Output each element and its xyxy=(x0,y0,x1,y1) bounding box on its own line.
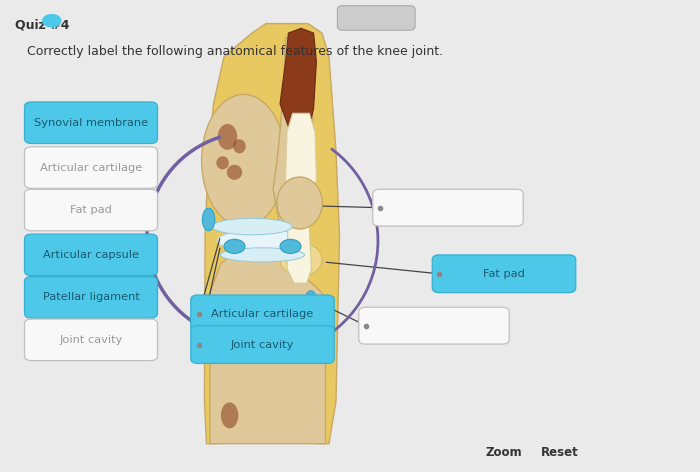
Ellipse shape xyxy=(221,402,238,429)
Text: Saved: Saved xyxy=(359,13,394,23)
Ellipse shape xyxy=(218,124,237,150)
Ellipse shape xyxy=(202,94,286,227)
FancyBboxPatch shape xyxy=(25,102,158,143)
FancyBboxPatch shape xyxy=(25,147,158,188)
Text: Correctly label the following anatomical features of the knee joint.: Correctly label the following anatomical… xyxy=(27,45,442,58)
Text: Patellar ligament: Patellar ligament xyxy=(43,292,139,303)
FancyBboxPatch shape xyxy=(358,307,509,344)
Ellipse shape xyxy=(216,156,229,169)
Text: Quiz #4: Quiz #4 xyxy=(15,19,70,32)
Ellipse shape xyxy=(280,239,301,253)
Ellipse shape xyxy=(224,239,245,253)
Text: Articular cartilage: Articular cartilage xyxy=(40,162,142,173)
Ellipse shape xyxy=(220,248,304,262)
Ellipse shape xyxy=(227,165,242,180)
FancyBboxPatch shape xyxy=(190,295,334,333)
Circle shape xyxy=(43,15,61,27)
Polygon shape xyxy=(273,38,315,227)
Text: Zoom: Zoom xyxy=(486,446,522,459)
FancyBboxPatch shape xyxy=(337,6,415,30)
Text: Joint cavity: Joint cavity xyxy=(60,335,122,345)
Ellipse shape xyxy=(217,230,308,251)
Polygon shape xyxy=(286,113,316,199)
Text: Articular cartilage: Articular cartilage xyxy=(211,309,314,319)
Ellipse shape xyxy=(233,139,246,153)
FancyBboxPatch shape xyxy=(25,277,158,318)
FancyBboxPatch shape xyxy=(25,189,158,231)
Ellipse shape xyxy=(211,218,293,235)
Text: Fat pad: Fat pad xyxy=(483,269,525,279)
Text: i: i xyxy=(50,16,54,26)
FancyBboxPatch shape xyxy=(25,234,158,276)
Ellipse shape xyxy=(276,177,322,229)
Ellipse shape xyxy=(202,208,215,231)
FancyBboxPatch shape xyxy=(372,189,524,226)
FancyBboxPatch shape xyxy=(432,255,575,293)
Ellipse shape xyxy=(304,291,317,313)
Text: Reset: Reset xyxy=(541,446,579,459)
Text: Articular capsule: Articular capsule xyxy=(43,250,139,260)
Text: Fat pad: Fat pad xyxy=(70,205,112,215)
Ellipse shape xyxy=(280,243,322,276)
FancyBboxPatch shape xyxy=(190,326,334,363)
Text: Synovial membrane: Synovial membrane xyxy=(34,118,148,128)
Polygon shape xyxy=(204,24,340,444)
Polygon shape xyxy=(210,250,326,444)
FancyBboxPatch shape xyxy=(25,319,158,361)
Text: Joint cavity: Joint cavity xyxy=(231,339,294,350)
Polygon shape xyxy=(280,28,316,132)
Polygon shape xyxy=(287,199,312,283)
